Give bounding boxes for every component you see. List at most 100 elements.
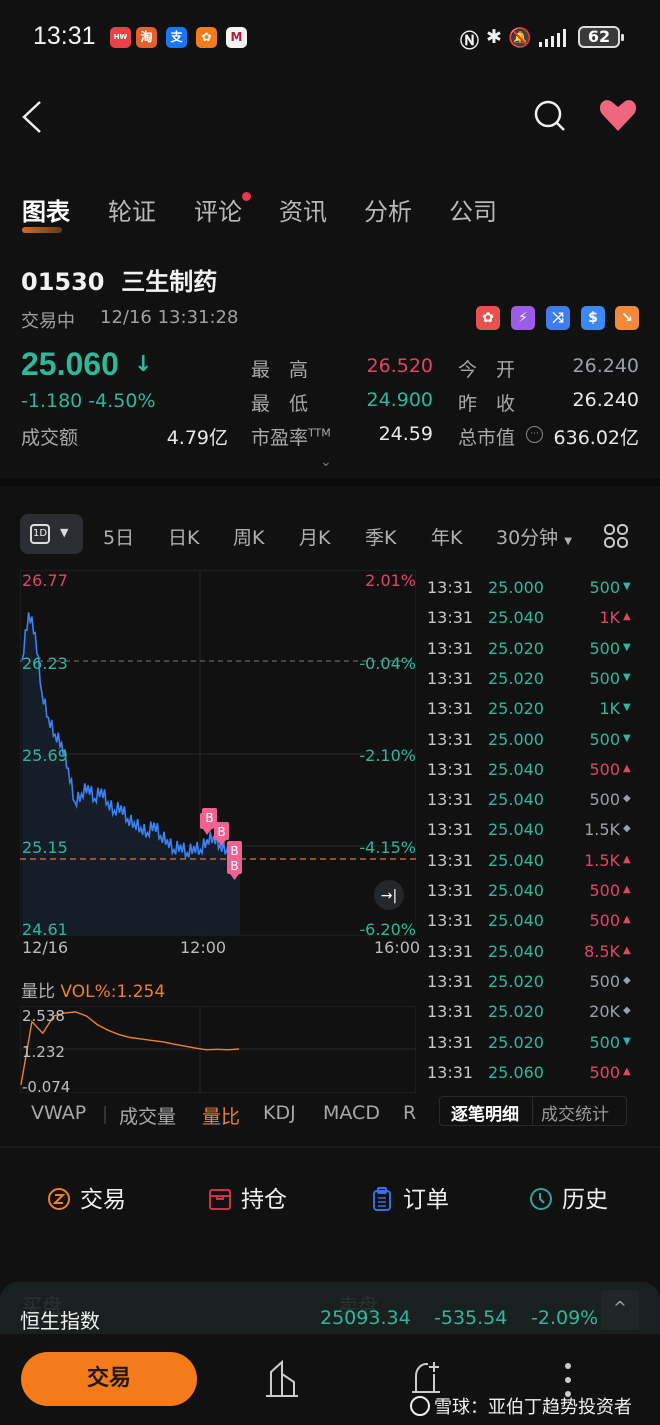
tick-row: 13:31 25.040 500 ▲ (420, 881, 660, 911)
tick-volume: 1.5K (584, 850, 620, 870)
tick-row: 13:31 25.040 1K ▲ (420, 608, 660, 638)
hk-market-badge[interactable]: ✿ (476, 306, 500, 330)
tick-time: 13:31 (427, 638, 474, 658)
compare-buildings-icon[interactable] (264, 1360, 300, 1400)
tick-direction-icon: ▼ (623, 671, 631, 683)
y-tick-right: -0.04% (359, 654, 416, 673)
top-nav (0, 86, 660, 146)
period-yearly-k[interactable]: 年K (431, 527, 463, 549)
dollar-badge[interactable]: $ (581, 306, 605, 330)
tab-trade-stats[interactable]: 成交统计 (541, 1105, 609, 1125)
index-ticker-bar[interactable] (0, 1282, 660, 1334)
indicator-kdj[interactable]: KDJ (263, 1102, 296, 1124)
tick-row: 13:31 25.020 500 ▼ (420, 669, 660, 699)
volume-ratio-chart[interactable] (20, 1006, 416, 1093)
short-sell-badge[interactable]: ↘ (615, 306, 639, 330)
low-label: 最 低 (251, 393, 309, 415)
open-value: 26.240 (572, 355, 639, 377)
action-history[interactable]: 历史 (529, 1180, 619, 1220)
order-icon (373, 1187, 391, 1211)
divider (104, 1106, 106, 1124)
period-monthly-k[interactable]: 月K (299, 527, 331, 549)
stock-title: 01530 三生制药 (21, 268, 218, 296)
tick-direction-icon: ◆ (623, 1005, 631, 1017)
tab-warrants[interactable]: 轮证 (108, 198, 156, 226)
y-tick-left: 26.23 (22, 654, 68, 673)
index-percent: -2.09% (531, 1307, 599, 1329)
vol-y-tick: 2.538 (22, 1007, 65, 1025)
tab-news[interactable]: 资讯 (279, 198, 327, 226)
divider (0, 1146, 660, 1148)
market-cap-label: 总市值 (458, 427, 516, 449)
tick-volume: 1K (599, 608, 620, 628)
intraday-price-chart[interactable]: B B B B →| (20, 570, 416, 936)
tab-chart[interactable]: 图表 (22, 192, 70, 233)
more-menu-icon[interactable] (560, 1362, 576, 1398)
svg-text:B: B (230, 859, 238, 873)
connect-badge[interactable]: ⤨ (546, 306, 570, 330)
tick-row: 13:31 25.020 1K ▼ (420, 699, 660, 729)
pe-value: 24.59 (378, 423, 433, 445)
tick-volume: 500 (589, 790, 620, 810)
tick-time: 13:31 (427, 881, 474, 900)
more-info-icon[interactable]: ··· (526, 426, 543, 443)
trade-icon (48, 1188, 70, 1210)
level2-badge[interactable]: ⚡ (511, 306, 535, 330)
tab-tick-detail[interactable]: 逐笔明细 (451, 1105, 519, 1125)
indicator-r[interactable]: R (403, 1102, 417, 1124)
x-tick: 12:00 (180, 938, 227, 957)
position-icon (209, 1189, 231, 1210)
tick-direction-icon: ▲ (623, 762, 631, 774)
open-label: 今 开 (458, 359, 516, 381)
period-5day[interactable]: 5日 (103, 527, 135, 549)
indicator-macd[interactable]: MACD (323, 1102, 380, 1124)
tab-comments[interactable]: 评论 (194, 198, 242, 226)
search-icon[interactable] (532, 98, 568, 134)
index-change: -535.54 (434, 1307, 508, 1329)
tab-company[interactable]: 公司 (449, 198, 497, 226)
indicator-volume-ratio[interactable]: 量比 (202, 1106, 241, 1128)
buy-markers[interactable]: B B B B (200, 808, 242, 880)
tab-analysis[interactable]: 分析 (364, 198, 412, 226)
vol-y-tick: -0.074 (22, 1078, 71, 1096)
price-alert-bell-icon[interactable] (408, 1360, 444, 1400)
clock: 13:31 (33, 22, 96, 50)
grid-icon[interactable] (604, 524, 628, 548)
tick-time: 13:31 (427, 1002, 474, 1022)
y-tick-right: -2.10% (359, 746, 416, 765)
period-daily-k[interactable]: 日K (168, 527, 200, 549)
tick-volume: 500 (589, 911, 620, 931)
action-positions[interactable]: 持仓 (208, 1180, 298, 1220)
tick-volume: 1K (599, 699, 620, 719)
heart-icon[interactable] (598, 98, 638, 134)
svg-text:→|: →| (381, 888, 397, 904)
tick-time: 13:31 (427, 1032, 474, 1052)
tick-price: 25.040 (488, 790, 544, 810)
tick-volume: 500 (589, 881, 620, 900)
indicator-volume[interactable]: 成交量 (119, 1106, 177, 1128)
collapse-chevron-icon[interactable]: ^ (601, 1290, 639, 1330)
down-arrow-icon: ↓ (134, 352, 153, 377)
tick-row: 13:31 25.000 500 ▼ (420, 578, 660, 608)
tick-price: 25.000 (488, 578, 544, 597)
period-quarterly-k[interactable]: 季K (365, 527, 397, 549)
tick-price: 25.020 (488, 1002, 544, 1022)
period-weekly-k[interactable]: 周K (233, 527, 265, 549)
action-orders[interactable]: 订单 (370, 1180, 460, 1220)
action-trade[interactable]: 交易 (47, 1180, 137, 1220)
y-tick-right: -6.20% (359, 920, 416, 939)
trade-button[interactable]: 交易 (21, 1352, 197, 1406)
indicator-vwap[interactable]: VWAP (31, 1102, 87, 1124)
expand-chevron-icon[interactable]: ⌄ (320, 454, 332, 470)
jump-to-latest-button[interactable]: →| (374, 880, 404, 910)
tick-price: 25.020 (488, 668, 544, 688)
tick-row: 13:31 25.000 500 ▼ (420, 730, 660, 760)
tick-direction-icon: ▲ (623, 914, 631, 926)
period-1d-dropdown[interactable]: 1D ▼ (20, 514, 83, 554)
back-icon[interactable] (20, 100, 44, 134)
tick-price: 25.040 (488, 881, 544, 900)
prev-close-label: 昨 收 (458, 393, 516, 415)
tick-direction-icon: ▲ (623, 884, 631, 895)
caret-down-icon: ▼ (60, 526, 69, 539)
minute-period-dropdown[interactable]: 30分钟 ▼ (496, 527, 572, 549)
